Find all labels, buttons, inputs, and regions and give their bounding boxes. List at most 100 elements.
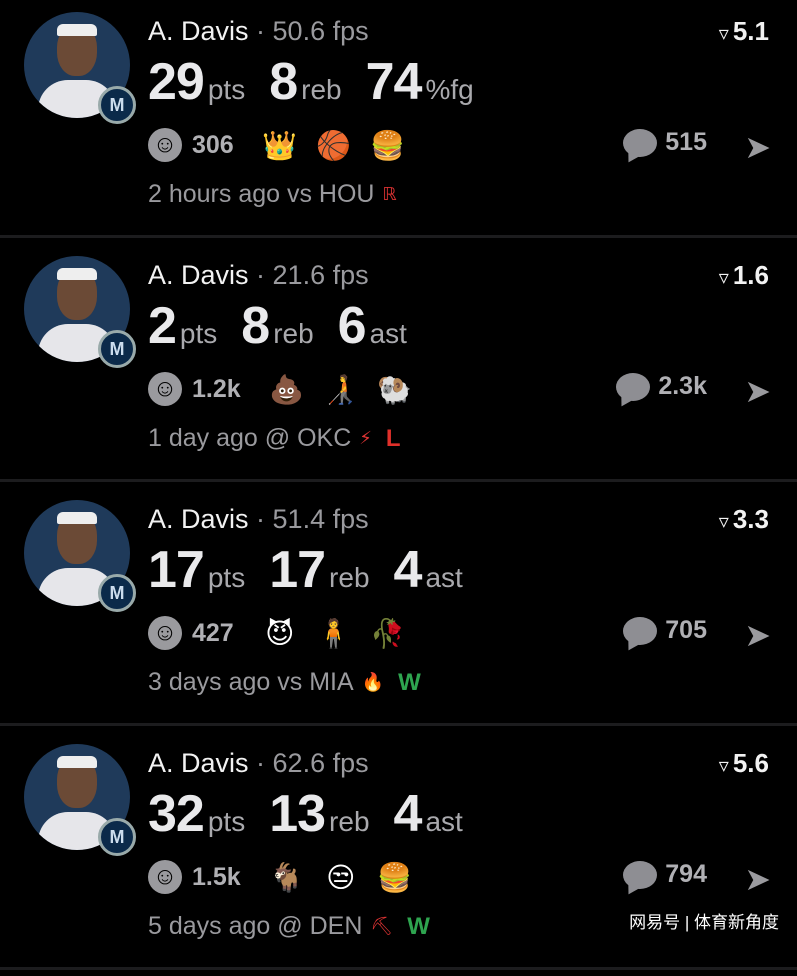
divider	[0, 235, 797, 238]
upvote-score[interactable]: ▿ 5.1	[719, 16, 769, 47]
stat-value: 32	[148, 785, 205, 843]
score-value: 1.6	[732, 260, 769, 290]
share-send-icon[interactable]: ➤	[744, 129, 771, 165]
reactions[interactable]: ☺ 306 👑 🏀 🍔	[148, 128, 410, 162]
mavericks-logo-icon: M	[98, 574, 136, 612]
upvote-score[interactable]: ▿ 3.3	[719, 504, 769, 535]
stat-value: 8	[241, 297, 270, 355]
stat-line: 17 pts 17 reb 4 ast	[148, 540, 487, 600]
stat-unit: reb	[301, 74, 342, 105]
thunder-logo-icon: ⚡	[359, 428, 372, 448]
mavericks-logo-icon: M	[98, 330, 136, 368]
share-send-icon[interactable]: ➤	[744, 373, 771, 409]
stat-value: 17	[269, 541, 326, 599]
smiley-icon[interactable]: ☺	[148, 128, 182, 162]
stat-0: 29 pts	[148, 52, 245, 112]
comment-bubble-icon	[616, 372, 651, 401]
stat-2: 4 ast	[394, 784, 463, 844]
reaction-emoji[interactable]: 🍔	[370, 129, 406, 161]
comment-bubble-icon	[623, 128, 658, 157]
fps-value: 62.6 fps	[272, 748, 369, 778]
post-title[interactable]: A. Davis · 51.4 fps	[148, 504, 369, 534]
reactions[interactable]: ☺ 1.2k 💩 🧑‍🦯 🐏	[148, 372, 417, 406]
score-value: 3.3	[732, 504, 769, 534]
stat-unit: pts	[179, 318, 218, 349]
post-card[interactable]: M A. Davis · 62.6 fps ▿ 5.6 32 pts 13 reb 4 as…	[0, 732, 797, 976]
reaction-emoji[interactable]: 🏀	[316, 129, 352, 161]
stat-unit: reb	[273, 318, 314, 349]
comments-button[interactable]: 515	[623, 128, 707, 157]
reactions[interactable]: ☺ 427 😈 🧍 🥀	[148, 616, 410, 650]
stat-0: 2 pts	[148, 296, 217, 356]
stat-0: 17 pts	[148, 540, 245, 600]
divider	[0, 479, 797, 482]
mavericks-logo-icon: M	[98, 86, 136, 124]
reaction-emoji[interactable]: 💩	[269, 373, 305, 405]
post-title[interactable]: A. Davis · 21.6 fps	[148, 260, 369, 290]
reaction-emoji[interactable]: 😈	[265, 617, 295, 649]
reaction-emoji[interactable]: 😒	[326, 861, 356, 893]
stat-value: 29	[148, 53, 205, 111]
reaction-emoji[interactable]: 👑	[262, 129, 298, 161]
player-name: A. Davis	[148, 504, 249, 534]
game-info: 5 days ago @ DEN	[148, 912, 363, 940]
comments-button[interactable]: 794	[623, 860, 707, 889]
stat-unit: pts	[207, 562, 246, 593]
comments-button[interactable]: 2.3k	[616, 372, 707, 401]
post-card[interactable]: M A. Davis · 21.6 fps ▿ 1.6 2 pts 8 reb 6 ast …	[0, 244, 797, 488]
reaction-count: 306	[192, 130, 234, 159]
stat-line: 2 pts 8 reb 6 ast	[148, 296, 431, 356]
upvote-score[interactable]: ▿ 5.6	[719, 748, 769, 779]
stat-unit: reb	[329, 562, 370, 593]
post-title[interactable]: A. Davis · 50.6 fps	[148, 16, 369, 46]
share-send-icon[interactable]: ➤	[744, 617, 771, 653]
heat-logo-icon: 🔥	[361, 672, 385, 692]
score-value: 5.1	[732, 16, 769, 46]
comments-button[interactable]: 705	[623, 616, 707, 645]
reaction-emoji[interactable]: 🐏	[377, 373, 413, 405]
stat-1: 13 reb	[269, 784, 369, 844]
post-card[interactable]: M A. Davis · 50.6 fps ▿ 5.1 29 pts 8 reb 74 %f…	[0, 0, 797, 244]
upvote-score[interactable]: ▿ 1.6	[719, 260, 769, 291]
stat-1: 8 reb	[241, 296, 313, 356]
smiley-icon[interactable]: ☺	[148, 372, 182, 406]
stat-2: 6 ast	[338, 296, 407, 356]
fps-value: 50.6 fps	[272, 16, 369, 46]
stat-unit: ast	[425, 562, 463, 593]
comment-count: 705	[665, 616, 707, 644]
game-info: 1 day ago @ OKC	[148, 424, 352, 452]
divider	[0, 723, 797, 726]
stat-line: 29 pts 8 reb 74 %fg	[148, 52, 498, 112]
reactions[interactable]: ☺ 1.5k 🐐 😒 🍔	[148, 860, 417, 894]
post-card[interactable]: M A. Davis · 51.4 fps ▿ 3.3 17 pts 17 reb 4 as…	[0, 488, 797, 732]
smiley-icon[interactable]: ☺	[148, 860, 182, 894]
stat-value: 6	[337, 297, 367, 355]
divider	[0, 967, 797, 970]
game-info: 2 hours ago vs HOU	[148, 180, 375, 208]
stat-unit: ast	[425, 806, 463, 837]
reaction-emoji[interactable]: 🐐	[269, 861, 305, 893]
comment-count: 794	[665, 860, 707, 888]
reaction-emoji[interactable]: 🧍	[316, 617, 352, 649]
comment-bubble-icon	[623, 860, 658, 889]
stat-value: 4	[393, 541, 423, 599]
stat-unit: pts	[207, 806, 246, 837]
stat-unit: %fg	[425, 74, 474, 105]
reaction-emoji[interactable]: 🧑‍🦯	[323, 373, 359, 405]
vote-arrow-icon: ▿	[718, 267, 729, 289]
reaction-emoji[interactable]: 🍔	[377, 861, 413, 893]
reaction-count: 1.5k	[192, 862, 241, 891]
vote-arrow-icon: ▿	[718, 23, 729, 45]
reaction-emoji[interactable]: 🥀	[370, 617, 406, 649]
rockets-logo-icon: ℝ	[382, 184, 397, 204]
post-title[interactable]: A. Davis · 62.6 fps	[148, 748, 369, 778]
share-send-icon[interactable]: ➤	[744, 861, 771, 897]
smiley-icon[interactable]: ☺	[148, 616, 182, 650]
stat-1: 17 reb	[269, 540, 369, 600]
stat-value: 8	[269, 53, 298, 111]
game-result-badge: L	[385, 424, 401, 452]
game-meta: 3 days ago vs MIA 🔥 W	[148, 668, 421, 697]
stat-unit: ast	[369, 318, 407, 349]
game-result-badge: W	[407, 912, 430, 940]
stat-1: 8 reb	[269, 52, 341, 112]
